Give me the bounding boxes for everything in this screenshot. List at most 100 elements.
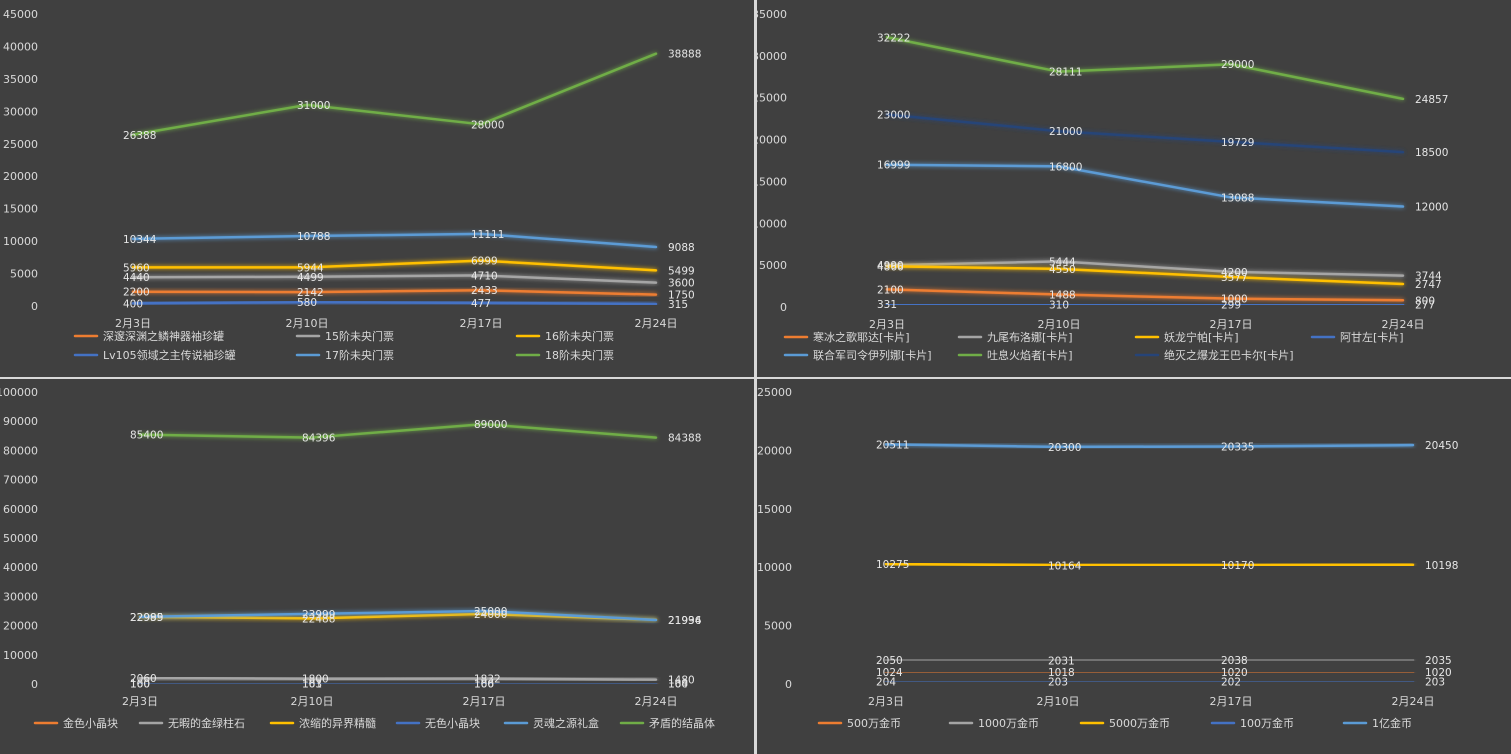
data-label: 101 (302, 679, 322, 691)
data-label: 23000 (877, 109, 910, 121)
data-label: 4440 (123, 272, 150, 284)
data-label: 28111 (1049, 67, 1082, 79)
data-label: 1800 (302, 674, 329, 686)
data-label: 19729 (1221, 137, 1254, 149)
data-label: 10170 (1221, 560, 1254, 572)
legend-item: 100万金币 (1210, 716, 1294, 730)
series-line (884, 443, 1415, 449)
data-label: 3744 (1415, 271, 1442, 283)
legend-item: 九尾布洛娜[卡片] (957, 330, 1073, 344)
series-line (885, 288, 1405, 302)
data-label: 84388 (668, 433, 701, 445)
x-tick-label: 2月17日 (463, 695, 506, 708)
data-label: 12000 (1415, 202, 1448, 214)
data-label: 20335 (1221, 441, 1254, 453)
line-chart-0: 0 5000 10000 15000 20000 25000 30000 35000 40000… (3, 8, 701, 362)
data-label: 10344 (123, 234, 157, 246)
x-tick-label: 2月3日 (115, 317, 151, 330)
data-label: 166 (474, 679, 494, 691)
legend-label: 无色小晶块 (425, 716, 480, 730)
legend-label: 吐息火焰者[卡片] (987, 348, 1073, 362)
data-label: 38888 (668, 49, 701, 61)
legend-label: 15阶未央门票 (325, 329, 394, 343)
data-label: 315 (668, 299, 688, 311)
data-label: 100 (668, 679, 688, 691)
legend-label: 18阶未央门票 (545, 348, 614, 362)
legend-item: 5000万金币 (1079, 716, 1170, 730)
legend-item: 寒冰之歌耶达[卡片] (783, 330, 910, 344)
data-label: 2100 (877, 284, 904, 296)
data-label: 163 (302, 679, 322, 691)
data-label: 5960 (123, 262, 150, 274)
data-label: 2050 (876, 655, 903, 667)
y-tick-label: 80000 (3, 444, 38, 457)
data-label: 204 (876, 677, 896, 689)
legend-label: 深邃深渊之鳞神器袖珍罐 (103, 329, 224, 343)
y-tick-label: 30000 (3, 590, 38, 603)
data-label: 22488 (302, 613, 335, 625)
legend-item: 矛盾的结晶体 (619, 716, 715, 730)
x-tick-label: 2月17日 (1210, 695, 1253, 708)
data-label: 20300 (1048, 442, 1081, 454)
y-tick-label: 35000 (3, 73, 38, 86)
data-label: 580 (297, 297, 317, 309)
x-tick-label: 2月17日 (1210, 318, 1253, 331)
data-label: 1000 (1221, 294, 1248, 306)
legend-label: 17阶未央门票 (325, 348, 394, 362)
legend-item: 吐息火焰者[卡片] (957, 348, 1073, 362)
legend-item: 500万金币 (817, 716, 901, 730)
data-label: 2433 (471, 285, 498, 297)
data-label: 28000 (471, 119, 504, 131)
series-line (131, 52, 658, 137)
data-label: 100 (130, 679, 150, 691)
y-tick-label: 15000 (3, 203, 38, 216)
legend-item: 16阶未央门票 (515, 329, 614, 343)
data-label: 100 (474, 679, 494, 691)
legend-label: 矛盾的结晶体 (649, 716, 715, 730)
legend-label: 浓缩的异界精髓 (299, 716, 376, 730)
legend-item: 17阶未央门票 (295, 348, 394, 362)
legend-label: 16阶未央门票 (545, 329, 614, 343)
y-tick-label: 20000 (3, 170, 38, 183)
data-label: 2031 (1048, 655, 1075, 667)
line-chart-3: 0 5000 10000 15000 20000 25000 2月3日 2月10日 2月17日 2… (757, 386, 1458, 730)
y-tick-label: 90000 (3, 415, 38, 428)
data-label: 31000 (297, 100, 330, 112)
data-label: 299 (1221, 299, 1241, 311)
line-chart-1: 0 5000 10000 15000 20000 25000 30000 35000 2月3日 2… (757, 8, 1448, 362)
legend-item: 绝灭之爆龙王巴卡尔[卡片] (1134, 348, 1294, 362)
data-label: 21934 (668, 615, 702, 627)
data-label: 1480 (668, 675, 695, 687)
y-tick-label: 40000 (3, 561, 38, 574)
data-label: 84396 (302, 433, 336, 445)
series-line (138, 612, 658, 622)
data-label: 1024 (876, 667, 903, 679)
legend-label: Lv105领域之主传说袖珍罐 (103, 348, 236, 362)
y-tick-label: 0 (31, 678, 38, 691)
legend-item: 无色小晶块 (395, 716, 480, 730)
y-tick-label: 0 (785, 678, 792, 691)
data-label: 10164 (1048, 560, 1082, 572)
legend-item: 金色小晶块 (33, 716, 118, 730)
y-tick-label: 15000 (757, 175, 787, 188)
data-label: 25000 (474, 606, 507, 618)
y-tick-label: 20000 (757, 134, 787, 147)
data-label: 26388 (123, 130, 156, 142)
series-line (131, 232, 658, 249)
y-tick-label: 10000 (3, 235, 38, 248)
data-label: 203 (1425, 677, 1445, 689)
data-label: 21000 (1049, 126, 1082, 138)
legend-label: 妖龙宁帕[卡片] (1164, 330, 1239, 344)
line-chart-2: 0 10000 20000 30000 40000 50000 60000 70000 8000… (0, 386, 715, 730)
x-tick-label: 2月24日 (1392, 695, 1435, 708)
x-tick-label: 2月10日 (1037, 695, 1080, 708)
legend-item: 1000万金币 (948, 716, 1039, 730)
chart-panel-cards: 0 5000 10000 15000 20000 25000 30000 35000 2月3日 2… (757, 0, 1511, 377)
x-tick-label: 2月10日 (291, 695, 334, 708)
data-label: 1020 (1221, 667, 1248, 679)
data-label: 4200 (1221, 267, 1248, 279)
data-label: 1832 (474, 674, 501, 686)
chart-panel-crystals: 0 10000 20000 30000 40000 50000 60000 70000 8000… (0, 379, 754, 754)
series-line (884, 562, 1415, 567)
data-label: 4710 (471, 270, 498, 282)
